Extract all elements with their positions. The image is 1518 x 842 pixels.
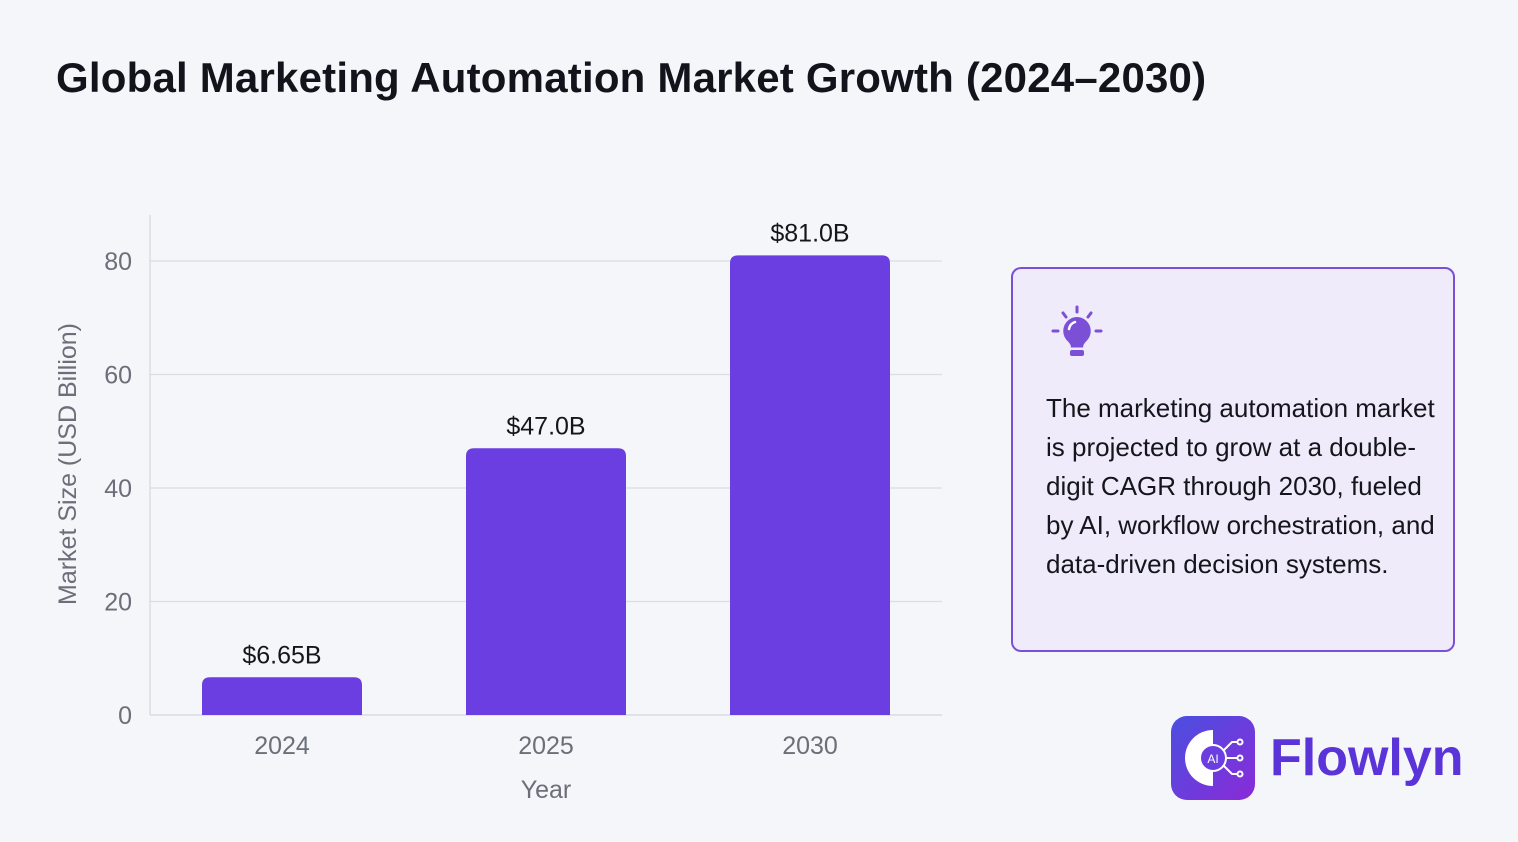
y-tick-label: 80 <box>104 248 132 276</box>
bar-2024 <box>202 677 362 715</box>
insight-text: The marketing automation market is proje… <box>1046 393 1435 579</box>
y-tick-label: 40 <box>104 475 132 503</box>
insight-card: The marketing automation market is proje… <box>1011 267 1455 652</box>
bar-2025 <box>466 448 626 715</box>
gear-ai-icon: AI <box>1185 730 1244 786</box>
data-label: $47.0B <box>506 412 585 440</box>
y-axis-title: Market Size (USD Billion) <box>54 323 82 605</box>
x-axis-title: Year <box>521 776 572 804</box>
svg-text:AI: AI <box>1207 752 1218 766</box>
data-label: $81.0B <box>770 219 849 247</box>
x-tick-label: 2030 <box>782 732 838 760</box>
brand-name: Flowlyn <box>1270 729 1464 787</box>
bar-2030 <box>730 255 890 715</box>
y-tick-label: 0 <box>118 702 132 730</box>
chart-title: Global Marketing Automation Market Growt… <box>56 54 1207 101</box>
y-tick-label: 60 <box>104 362 132 390</box>
x-tick-label: 2025 <box>518 732 574 760</box>
lightbulb-icon <box>1051 305 1103 356</box>
data-label: $6.65B <box>242 641 321 669</box>
bar-chart: 0 20 40 60 80 $6.65B 2024 $47.0B 2025 $81.0B 2030 Y… <box>54 215 942 804</box>
brand-logo: AI <box>1171 716 1255 800</box>
y-tick-label: 20 <box>104 589 132 617</box>
x-tick-label: 2024 <box>254 732 310 760</box>
